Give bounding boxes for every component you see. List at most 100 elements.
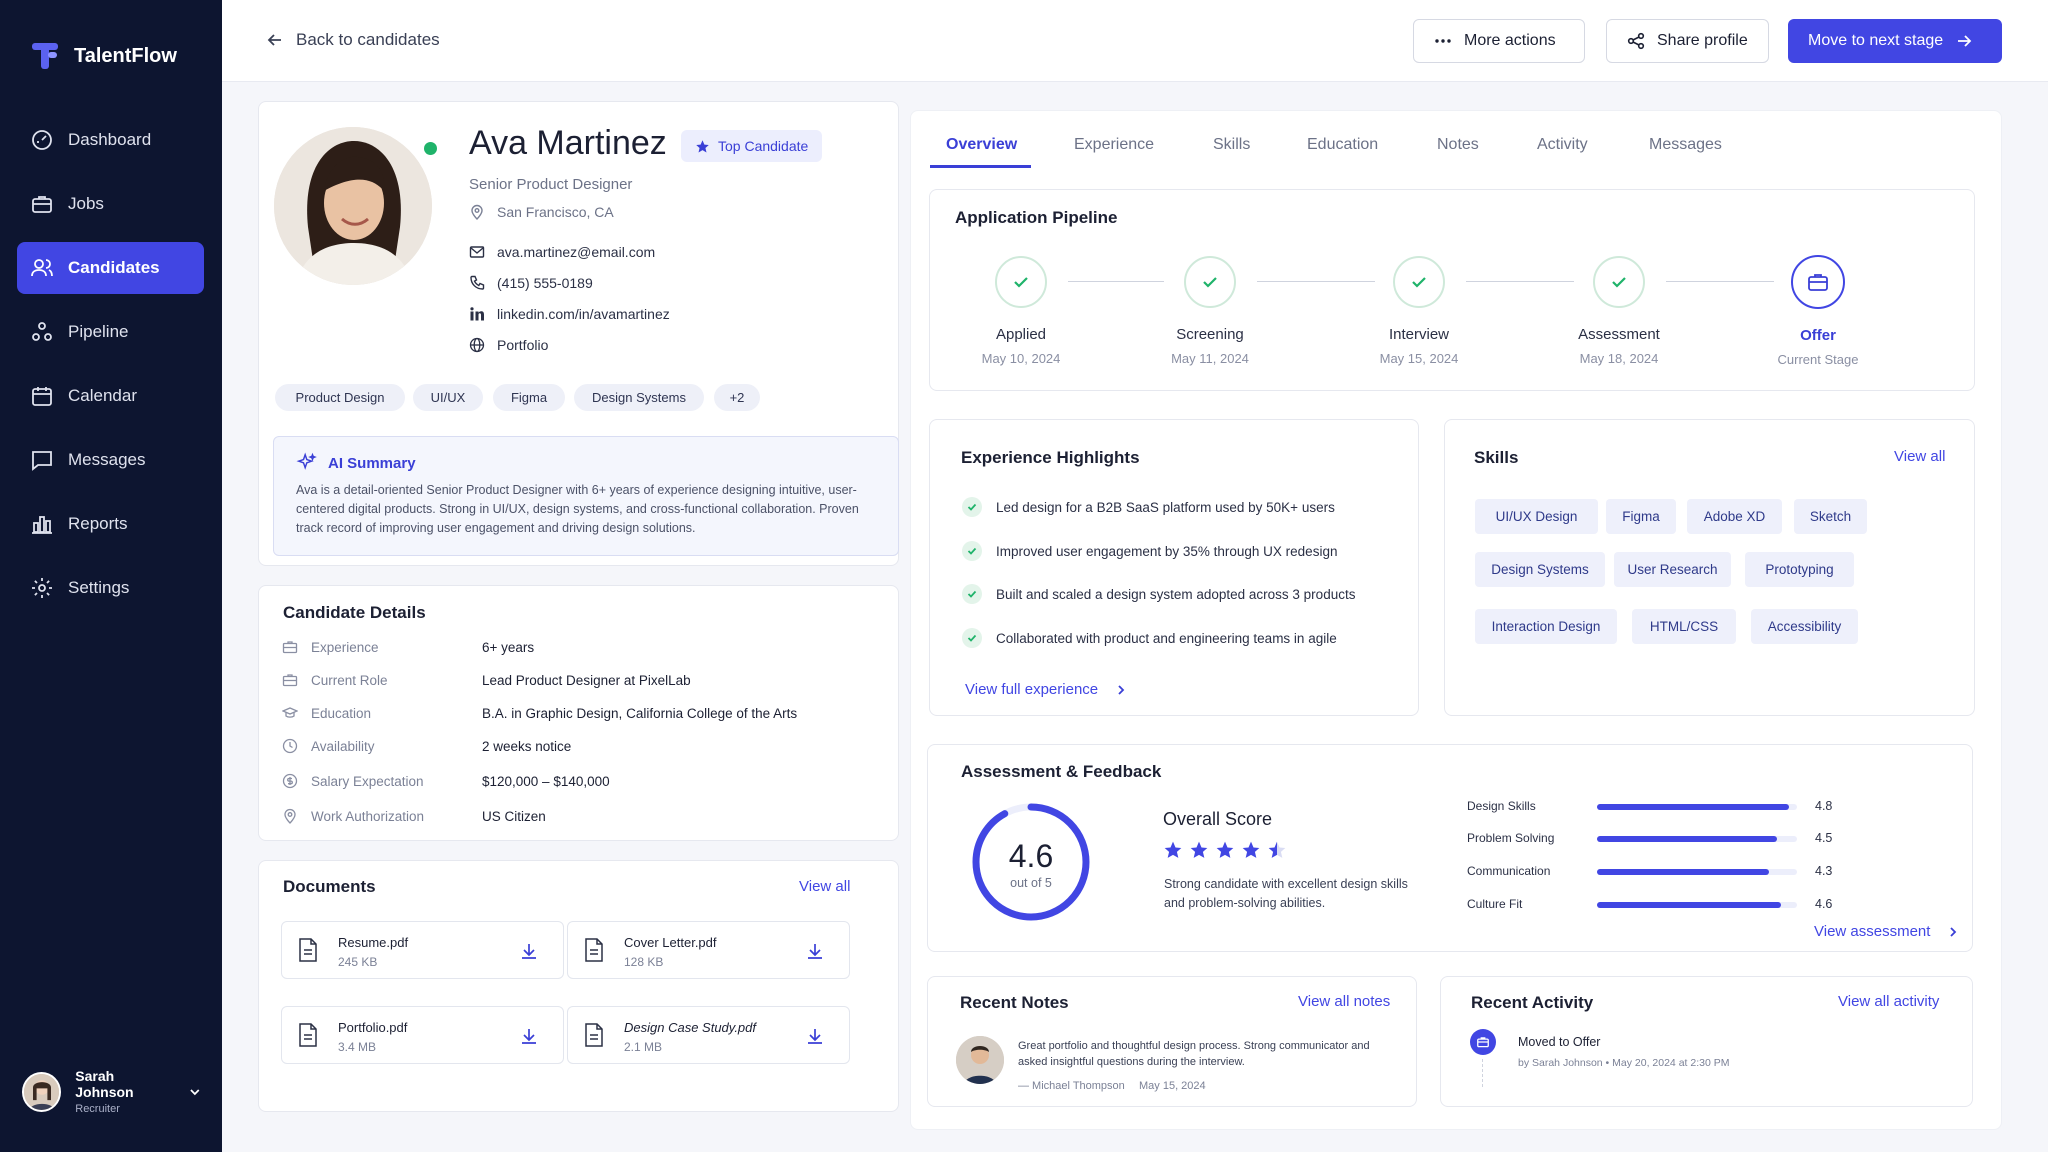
- score-bar-row: Design Skills 4.8: [1467, 797, 1927, 817]
- candidate-linkedin[interactable]: linkedin.com/in/avamartinez: [469, 306, 670, 322]
- back-link[interactable]: Back to candidates: [266, 30, 440, 50]
- sidebar-item-candidates[interactable]: Candidates: [17, 242, 204, 294]
- phone-icon: [470, 275, 485, 290]
- score-bar-fill: [1597, 869, 1769, 875]
- document-item[interactable]: Cover Letter.pdf 128 KB: [567, 921, 850, 979]
- tag-chip[interactable]: Figma: [493, 384, 565, 411]
- sidebar-item-messages[interactable]: Messages: [17, 434, 204, 486]
- document-name: Resume.pdf: [338, 935, 409, 950]
- step-name: Offer: [1800, 327, 1836, 344]
- file-icon: [585, 938, 603, 962]
- tab-skills[interactable]: Skills: [1213, 136, 1251, 153]
- overall-score-title: Overall Score: [1163, 809, 1273, 829]
- document-item[interactable]: Portfolio.pdf 3.4 MB: [281, 1006, 564, 1064]
- pipeline-step: Assessment May 18, 2024: [1539, 256, 1699, 366]
- tag-chip[interactable]: Product Design: [275, 384, 405, 411]
- avatar: [22, 1071, 62, 1112]
- skill-tag: Adobe XD: [1687, 499, 1782, 534]
- view-all-notes-link[interactable]: View all notes: [1298, 993, 1391, 1010]
- score-ring-fill: [972, 803, 1090, 921]
- recent-notes-card: [927, 976, 1417, 1107]
- bar-chart-icon: [32, 516, 52, 534]
- download-icon[interactable]: [519, 941, 539, 961]
- score-bar-track: [1597, 902, 1797, 908]
- arrow-left-icon: [267, 34, 281, 46]
- sidebar-item-jobs[interactable]: Jobs: [17, 178, 204, 230]
- candidate-phone[interactable]: (415) 555-0189: [469, 275, 593, 291]
- candidate-details-title: Candidate Details: [283, 603, 426, 622]
- score-bar-fill: [1597, 836, 1777, 842]
- score-ring: [972, 803, 1090, 921]
- tab-activity[interactable]: Activity: [1537, 136, 1588, 153]
- more-horizontal-icon: [1435, 39, 1451, 43]
- back-label: Back to candidates: [296, 30, 440, 49]
- score-bar-label: Design Skills: [1467, 799, 1536, 813]
- sidebar-item-dashboard[interactable]: Dashboard: [17, 114, 204, 166]
- detail-label: Education: [311, 705, 372, 721]
- check-icon: [967, 634, 977, 642]
- tab-overview[interactable]: Overview: [946, 136, 1018, 153]
- sidebar-item-label: Jobs: [68, 194, 104, 213]
- step-date: May 18, 2024: [1579, 351, 1659, 366]
- briefcase-icon: [1808, 274, 1828, 291]
- highlight-item: Collaborated with product and engineerin…: [962, 628, 1337, 648]
- highlight-item: Improved user engagement by 35% through …: [962, 541, 1337, 561]
- check-icon: [1412, 277, 1426, 288]
- detail-row: Availability 2 weeks notice: [282, 738, 842, 754]
- candidate-portfolio[interactable]: Portfolio: [469, 337, 548, 353]
- pipeline-step: Screening May 11, 2024: [1130, 256, 1290, 366]
- experience-highlights-title: Experience Highlights: [961, 448, 1140, 467]
- detail-label: Availability: [311, 738, 375, 754]
- globe-icon: [469, 337, 485, 353]
- candidate-role: Senior Product Designer: [469, 176, 633, 193]
- sidebar-item-calendar[interactable]: Calendar: [17, 370, 204, 422]
- briefcase-icon: [1477, 1037, 1489, 1048]
- move-next-stage-button[interactable]: Move to next stage: [1788, 19, 2002, 63]
- candidate-name: Ava Martinez: [469, 124, 667, 162]
- tag-chip[interactable]: UI/UX: [413, 384, 483, 411]
- highlight-text: Built and scaled a design system adopted…: [996, 586, 1356, 602]
- tab-education[interactable]: Education: [1307, 136, 1379, 153]
- tab-notes[interactable]: Notes: [1437, 136, 1479, 153]
- documents-view-all-link[interactable]: View all: [799, 878, 851, 895]
- tab-messages[interactable]: Messages: [1649, 136, 1722, 153]
- document-item[interactable]: Design Case Study.pdf 2.1 MB: [567, 1006, 850, 1064]
- activity-timeline-line: [1482, 1059, 1483, 1087]
- sidebar: TalentFlow Dashboard Jobs Candidates Pip…: [0, 0, 222, 1152]
- map-pin-icon: [471, 204, 483, 220]
- download-icon[interactable]: [519, 1026, 539, 1046]
- candidate-email[interactable]: ava.martinez@email.com: [469, 244, 655, 260]
- view-all-activity-link[interactable]: View all activity: [1838, 993, 1940, 1010]
- tag-chip[interactable]: Design Systems: [574, 384, 704, 411]
- user-menu[interactable]: Sarah Johnson Recruiter: [22, 1068, 202, 1115]
- view-full-experience-link[interactable]: View full experience: [965, 681, 1126, 698]
- tag-more-chip[interactable]: +2: [714, 384, 760, 411]
- score-bar-fill: [1597, 902, 1781, 908]
- document-size: 2.1 MB: [624, 1040, 663, 1054]
- app-logo[interactable]: TalentFlow: [30, 40, 177, 72]
- score-bar-label: Problem Solving: [1467, 831, 1555, 845]
- more-actions-button[interactable]: More actions: [1413, 19, 1585, 63]
- download-icon[interactable]: [805, 941, 825, 961]
- score-bar-row: Problem Solving 4.5: [1467, 829, 1927, 849]
- assessment-title: Assessment & Feedback: [961, 762, 1162, 781]
- view-assessment-link[interactable]: View assessment: [1814, 923, 1958, 940]
- share-profile-button[interactable]: Share profile: [1606, 19, 1769, 63]
- mail-icon: [469, 246, 485, 258]
- sidebar-item-label: Pipeline: [68, 322, 129, 341]
- sidebar-item-reports[interactable]: Reports: [17, 498, 204, 550]
- download-icon[interactable]: [805, 1026, 825, 1046]
- dollar-icon: [282, 773, 298, 789]
- user-name: Sarah Johnson: [75, 1068, 134, 1100]
- check-icon: [1612, 277, 1626, 288]
- step-date: May 10, 2024: [981, 351, 1061, 366]
- tab-experience[interactable]: Experience: [1074, 136, 1155, 153]
- check-icon: [1203, 277, 1217, 288]
- skills-view-all-link[interactable]: View all: [1894, 448, 1946, 465]
- score-bar-value: 4.5: [1815, 831, 1833, 845]
- sidebar-item-pipeline[interactable]: Pipeline: [17, 306, 204, 358]
- sidebar-item-settings[interactable]: Settings: [17, 562, 204, 614]
- pipeline-connector: [1257, 281, 1375, 282]
- document-item[interactable]: Resume.pdf 245 KB: [281, 921, 564, 979]
- step-name: Screening: [1176, 326, 1244, 343]
